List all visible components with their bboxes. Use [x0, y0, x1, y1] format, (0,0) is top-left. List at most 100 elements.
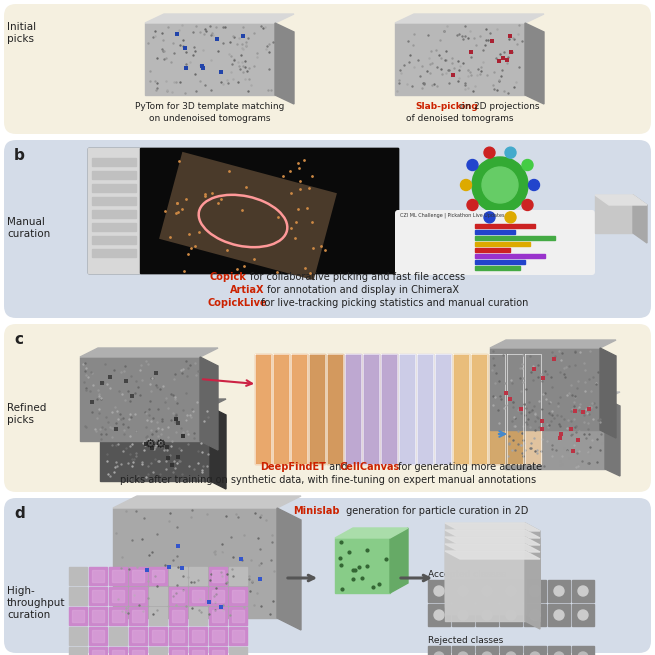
Polygon shape [145, 14, 294, 23]
Polygon shape [92, 197, 136, 205]
Text: CellCanvas: CellCanvas [340, 462, 400, 472]
Polygon shape [476, 646, 498, 655]
FancyBboxPatch shape [4, 324, 651, 492]
Polygon shape [92, 223, 136, 231]
Polygon shape [212, 570, 224, 582]
Polygon shape [428, 646, 450, 655]
Polygon shape [113, 508, 277, 618]
Polygon shape [89, 607, 107, 625]
Polygon shape [172, 650, 184, 655]
Polygon shape [345, 354, 361, 464]
Polygon shape [209, 647, 227, 655]
Polygon shape [229, 607, 247, 625]
Circle shape [467, 200, 478, 210]
Text: Slab-picking: Slab-picking [415, 102, 477, 111]
Text: b: b [14, 148, 25, 163]
Polygon shape [109, 647, 127, 655]
Polygon shape [595, 195, 633, 233]
Polygon shape [212, 590, 224, 602]
Polygon shape [129, 567, 147, 585]
Circle shape [434, 610, 444, 620]
FancyBboxPatch shape [4, 498, 651, 653]
Text: and: and [326, 462, 350, 472]
Polygon shape [88, 148, 140, 273]
Polygon shape [149, 647, 167, 655]
Polygon shape [69, 647, 87, 655]
Polygon shape [69, 587, 87, 605]
FancyBboxPatch shape [4, 4, 651, 134]
Polygon shape [475, 248, 510, 252]
Circle shape [554, 586, 564, 596]
Circle shape [484, 212, 495, 223]
Text: CZI ML Challenge | Pickathon Live Updates: CZI ML Challenge | Pickathon Live Update… [400, 213, 504, 219]
Polygon shape [277, 508, 301, 630]
Polygon shape [471, 354, 487, 464]
Text: PyTom for 3D template matching
on undenoised tomograms: PyTom for 3D template matching on undeno… [136, 102, 285, 122]
Polygon shape [445, 530, 540, 538]
Polygon shape [92, 630, 104, 642]
Polygon shape [525, 544, 540, 622]
Circle shape [505, 147, 516, 158]
Circle shape [458, 652, 468, 655]
Polygon shape [112, 570, 124, 582]
Polygon shape [172, 590, 184, 602]
Polygon shape [232, 610, 244, 622]
Polygon shape [525, 23, 544, 104]
Polygon shape [92, 184, 136, 192]
Circle shape [482, 586, 492, 596]
Polygon shape [595, 195, 647, 205]
Polygon shape [192, 650, 204, 655]
Polygon shape [169, 607, 187, 625]
Polygon shape [192, 590, 204, 602]
Polygon shape [112, 590, 124, 602]
Polygon shape [80, 348, 218, 357]
Polygon shape [525, 523, 540, 601]
Circle shape [460, 179, 472, 191]
Polygon shape [475, 236, 555, 240]
Circle shape [467, 160, 478, 170]
Polygon shape [475, 242, 530, 246]
Circle shape [530, 586, 540, 596]
Polygon shape [129, 607, 147, 625]
Polygon shape [109, 587, 127, 605]
Polygon shape [500, 580, 522, 602]
Polygon shape [490, 348, 600, 430]
Polygon shape [169, 567, 187, 585]
Polygon shape [525, 354, 541, 464]
Polygon shape [291, 354, 307, 464]
Polygon shape [445, 544, 525, 614]
Polygon shape [172, 630, 184, 642]
Circle shape [529, 179, 540, 191]
Text: Rejected classes: Rejected classes [428, 636, 503, 645]
Polygon shape [152, 630, 164, 642]
Circle shape [482, 652, 492, 655]
Polygon shape [633, 195, 647, 243]
Polygon shape [169, 647, 187, 655]
Polygon shape [92, 171, 136, 179]
Circle shape [530, 610, 540, 620]
Text: for live-tracking picking statistics and manual curation: for live-tracking picking statistics and… [258, 298, 529, 308]
Polygon shape [89, 567, 107, 585]
Polygon shape [475, 230, 515, 234]
Polygon shape [229, 647, 247, 655]
Polygon shape [452, 604, 474, 626]
Polygon shape [200, 357, 218, 450]
Polygon shape [132, 650, 144, 655]
Circle shape [506, 586, 516, 596]
Circle shape [472, 157, 528, 213]
Polygon shape [149, 607, 167, 625]
Polygon shape [525, 537, 540, 615]
Polygon shape [572, 580, 594, 602]
Polygon shape [209, 587, 227, 605]
Polygon shape [140, 148, 398, 273]
Polygon shape [132, 590, 144, 602]
Polygon shape [548, 604, 570, 626]
Polygon shape [209, 607, 227, 625]
Text: generation for particle curation in 2D: generation for particle curation in 2D [343, 506, 529, 516]
Text: CopickLive: CopickLive [208, 298, 268, 308]
Polygon shape [129, 627, 147, 645]
Polygon shape [92, 590, 104, 602]
Circle shape [505, 212, 516, 223]
Polygon shape [390, 528, 408, 593]
Text: Minislab: Minislab [293, 506, 339, 516]
